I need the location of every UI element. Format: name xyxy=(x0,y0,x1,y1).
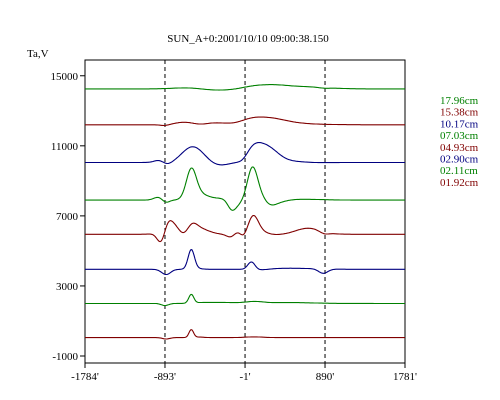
legend-entry: 15.38cm xyxy=(440,107,479,119)
series-line-02-11cm xyxy=(85,293,405,307)
y-axis-label: Ta,V xyxy=(27,48,49,60)
legend-entry: 17.96cm xyxy=(440,95,479,107)
legend-entry: 04.93cm xyxy=(440,142,479,154)
series-line-01-92cm xyxy=(85,329,405,340)
y-axis-ticks: 15000 11000 7000 3000 -1000 xyxy=(51,71,85,363)
y-tick-label: -1000 xyxy=(52,351,78,363)
chart-title: SUN_A+0:2001/10/10 09:00:38.150 xyxy=(167,33,329,45)
y-tick-label: 3000 xyxy=(56,281,79,293)
series-line-07-03cm xyxy=(85,166,405,211)
series-line-17-96cm xyxy=(85,84,405,91)
series-line-15-38cm xyxy=(85,116,405,127)
legend: 17.96cm15.38cm10.17cm07.03cm04.93cm02.90… xyxy=(440,95,479,189)
x-tick-label: -1' xyxy=(239,371,250,383)
vertical-markers xyxy=(164,60,326,363)
y-tick-label: 7000 xyxy=(56,211,79,223)
legend-entry: 02.90cm xyxy=(440,154,479,166)
legend-entry: 10.17cm xyxy=(440,118,479,130)
legend-entry: 02.11cm xyxy=(440,165,478,177)
series-line-02-90cm xyxy=(85,248,405,276)
series-line-10-17cm xyxy=(85,141,405,166)
y-tick-label: 11000 xyxy=(51,141,79,153)
legend-entry: 01.92cm xyxy=(440,177,479,189)
x-tick-label: 1781' xyxy=(393,371,417,383)
x-axis-ticks: -1784' -893' -1' 890' 1781' xyxy=(71,363,417,383)
legend-entry: 07.03cm xyxy=(440,130,479,142)
series-lines xyxy=(85,84,405,340)
series-line-04-93cm xyxy=(85,214,405,243)
y-tick-label: 15000 xyxy=(51,71,79,83)
x-tick-label: -893' xyxy=(154,371,176,383)
x-tick-label: -1784' xyxy=(71,371,99,383)
x-tick-label: 890' xyxy=(316,371,335,383)
